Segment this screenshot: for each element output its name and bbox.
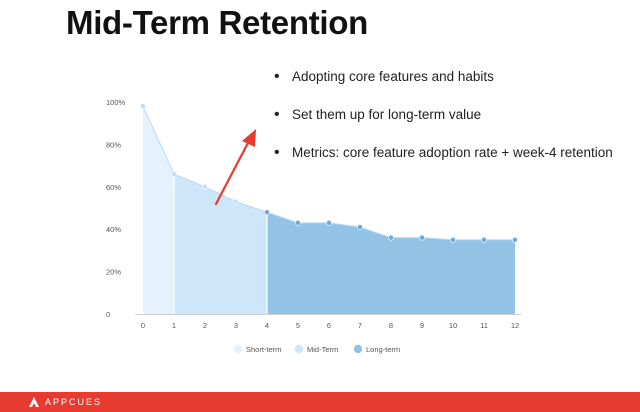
annotation-arrow-head bbox=[242, 129, 256, 147]
legend-swatch bbox=[233, 344, 243, 354]
y-tick-label: 0 bbox=[106, 310, 110, 319]
y-tick-label: 20% bbox=[106, 268, 121, 277]
data-point bbox=[450, 236, 456, 243]
x-tick-label: 5 bbox=[296, 321, 300, 330]
data-point bbox=[171, 171, 177, 177]
appcues-logo-icon bbox=[29, 397, 39, 407]
area-segment-mid-term bbox=[174, 174, 267, 314]
x-tick-label: 12 bbox=[511, 321, 519, 330]
data-point bbox=[512, 236, 518, 243]
x-tick-label: 11 bbox=[480, 321, 488, 330]
bullet-list: Adopting core features and habits Set th… bbox=[274, 66, 614, 180]
data-point bbox=[481, 236, 487, 243]
data-point bbox=[202, 183, 208, 190]
legend-label: Mid-Term bbox=[307, 345, 338, 354]
brand-name: APPCUES bbox=[45, 397, 103, 407]
legend-swatch bbox=[294, 344, 304, 354]
x-tick-label: 10 bbox=[449, 321, 457, 330]
x-tick-label: 1 bbox=[172, 321, 176, 330]
x-tick-label: 9 bbox=[420, 321, 424, 330]
slide-title: Mid-Term Retention bbox=[66, 4, 368, 41]
x-tick-label: 3 bbox=[234, 321, 238, 330]
data-point bbox=[419, 234, 425, 241]
annotation-arrow-shaft bbox=[214, 139, 251, 206]
y-tick-label: 40% bbox=[106, 225, 121, 234]
data-point bbox=[140, 103, 146, 110]
bullet-item: Metrics: core feature adoption rate + we… bbox=[274, 142, 614, 164]
data-point bbox=[233, 198, 239, 205]
data-point bbox=[388, 234, 394, 241]
x-tick-label: 2 bbox=[203, 321, 207, 330]
retention-chart: 020%40%60%80%100%0 1 2 3 4 5 6 7 8 9 10 11 12Short-t… bbox=[106, 98, 521, 354]
legend-label: Long-term bbox=[366, 345, 400, 354]
legend-swatch bbox=[353, 344, 363, 354]
x-tick-label: 6 bbox=[327, 321, 331, 330]
x-tick-label: 7 bbox=[358, 321, 362, 330]
y-tick-label: 60% bbox=[106, 183, 121, 192]
area-segment-long-term bbox=[267, 212, 515, 314]
x-tick-label: 0 bbox=[141, 321, 145, 330]
footer-bar: APPCUES bbox=[0, 392, 640, 412]
x-tick-label: 4 bbox=[265, 321, 269, 330]
bullet-item: Adopting core features and habits bbox=[274, 66, 614, 88]
data-point bbox=[264, 209, 270, 216]
data-point bbox=[326, 219, 332, 226]
x-tick-label: 8 bbox=[389, 321, 393, 330]
brand-logo: APPCUES bbox=[28, 395, 102, 409]
data-point bbox=[357, 224, 363, 230]
legend-label: Short-term bbox=[246, 345, 281, 354]
y-tick-label: 80% bbox=[106, 140, 121, 149]
bullet-item: Set them up for long-term value bbox=[274, 104, 614, 126]
area-segment-short-term bbox=[143, 106, 174, 315]
data-point bbox=[295, 219, 301, 226]
y-tick-label: 100% bbox=[106, 98, 126, 107]
